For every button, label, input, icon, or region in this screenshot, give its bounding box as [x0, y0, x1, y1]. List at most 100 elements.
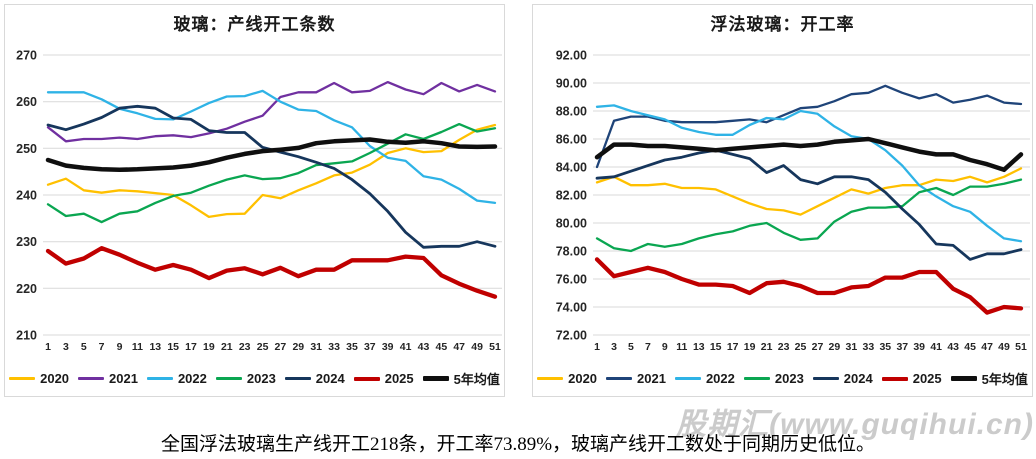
x-tick-label: 33 — [328, 341, 340, 353]
x-tick-label: 9 — [662, 341, 668, 353]
y-tick-label: 250 — [16, 142, 37, 156]
legend-label-y2021: 2021 — [109, 371, 138, 386]
y-tick-label: 82.00 — [556, 189, 587, 203]
x-tick-label: 5 — [81, 341, 87, 353]
legend-label-y2020: 2020 — [40, 371, 70, 386]
x-tick-label: 31 — [846, 341, 858, 353]
legend-label-y2024: 2024 — [843, 371, 873, 386]
legend-item-y2021: 2021 — [606, 371, 666, 386]
x-tick-label: 47 — [981, 341, 993, 353]
x-tick-label: 1 — [45, 341, 51, 353]
legend-item-avg5: 5年均值 — [950, 369, 1028, 388]
x-tick-label: 1 — [594, 341, 600, 353]
legend-label-y2023: 2023 — [774, 371, 804, 386]
x-tick-label: 39 — [382, 341, 394, 353]
series-line-y2020 — [46, 123, 497, 219]
series-line-y2020 — [595, 167, 1023, 216]
series-line-y2022 — [46, 89, 497, 205]
x-tick-label: 21 — [221, 341, 233, 353]
x-tick-label: 13 — [693, 341, 705, 353]
series-line-y2022 — [595, 104, 1023, 243]
y-tick-label: 240 — [16, 189, 37, 203]
series-line-y2023 — [595, 178, 1023, 253]
series-line-y2023 — [46, 122, 497, 224]
y-tick-label: 78.00 — [556, 245, 587, 259]
watermark: 股期汇(www.guqihui.cn) — [676, 408, 1034, 441]
legend-label-y2022: 2022 — [705, 371, 735, 386]
legend-item-y2020: 2020 — [537, 371, 597, 386]
x-tick-label: 19 — [744, 341, 756, 353]
legend-label-y2024: 2024 — [315, 371, 345, 386]
operating-rate-chart: 72.00 74.00 76.00 78.00 80.00 82.00 84.00 86.00… — [556, 49, 1030, 353]
y-tick-label: 230 — [16, 235, 37, 249]
legend-label-y2021: 2021 — [637, 371, 666, 386]
x-tick-label: 49 — [471, 341, 483, 353]
legend-item-y2024: 2024 — [284, 371, 345, 386]
y-tick-label: 74.00 — [556, 301, 587, 315]
y-tick-label: 86.00 — [556, 133, 587, 147]
y-tick-label: 220 — [16, 282, 37, 296]
legend-item-y2023: 2023 — [743, 371, 804, 386]
x-tick-label: 35 — [346, 341, 358, 353]
x-tick-label: 31 — [310, 341, 322, 353]
x-tick-label: 51 — [489, 341, 501, 353]
legend-swatch-avg5 — [422, 376, 449, 381]
x-tick-label: 37 — [896, 341, 908, 353]
legend-swatch-y2025 — [353, 376, 380, 381]
x-tick-label: 43 — [418, 341, 430, 353]
x-tick-label: 41 — [930, 341, 942, 353]
x-tick-label: 25 — [257, 341, 269, 353]
legend-label-avg5: 5年均值 — [453, 372, 500, 387]
series-line-y2024 — [595, 148, 1023, 261]
legend-operating-rate: 2020 2021 2022 2023 2024 2025 5年均值 — [533, 369, 1032, 388]
legend-item-y2024: 2024 — [812, 371, 873, 386]
x-tick-label: 9 — [117, 341, 123, 353]
legend-label-avg5: 5年均值 — [981, 372, 1028, 387]
y-tick-label: 76.00 — [556, 273, 587, 287]
legend-item-y2023: 2023 — [215, 371, 276, 386]
x-tick-label: 21 — [761, 341, 773, 353]
y-tick-label: 260 — [16, 95, 37, 109]
x-tick-label: 3 — [611, 341, 617, 353]
legend-label-y2020: 2020 — [568, 371, 598, 386]
x-tick-label: 11 — [132, 341, 143, 353]
y-tick-label: 90.00 — [556, 77, 587, 91]
series-line-y2021 — [46, 80, 497, 143]
x-tick-label: 29 — [829, 341, 841, 353]
y-tick-label: 270 — [16, 49, 37, 63]
series-line-avg5 — [45, 137, 498, 173]
legend-item-y2025: 2025 — [353, 371, 414, 386]
y-tick-label: 84.00 — [556, 161, 587, 175]
legend-swatch-y2021 — [78, 377, 105, 380]
legend-swatch-avg5 — [950, 376, 977, 381]
y-tick-label: 88.00 — [556, 105, 587, 119]
x-tick-label: 25 — [795, 341, 807, 353]
x-tick-label: 7 — [645, 341, 651, 353]
legend-swatch-y2022 — [674, 377, 701, 380]
x-tick-label: 47 — [453, 341, 465, 353]
x-tick-label: 17 — [185, 341, 197, 353]
x-tick-label: 3 — [63, 341, 69, 353]
y-tick-label: 92.00 — [556, 49, 587, 63]
x-tick-label: 33 — [863, 341, 875, 353]
legend-swatch-y2023 — [743, 377, 770, 380]
legend-lines-count: 2020 2021 2022 2023 2024 2025 5年均值 — [5, 369, 504, 388]
x-tick-label: 45 — [964, 341, 976, 353]
y-tick-label: 210 — [16, 329, 37, 343]
x-tick-label: 13 — [149, 341, 161, 353]
legend-label-y2023: 2023 — [246, 371, 276, 386]
x-tick-label: 27 — [812, 341, 824, 353]
y-tick-label: 72.00 — [556, 329, 587, 343]
x-tick-label: 45 — [436, 341, 448, 353]
x-tick-label: 15 — [167, 341, 179, 353]
legend-swatch-y2025 — [881, 376, 908, 381]
x-tick-label: 29 — [292, 341, 304, 353]
chart-title-operating-rate: 浮法玻璃：开工率 — [710, 15, 855, 34]
y-tick-label: 80.00 — [556, 217, 587, 231]
x-tick-label: 39 — [913, 341, 925, 353]
x-tick-label: 17 — [727, 341, 739, 353]
chart-panel-lines-count: 玻璃：产线开工条数 210 220 230 240 250 260 270 1 3 5 7 9 11 13… — [4, 4, 505, 397]
legend-item-y2020: 2020 — [9, 371, 69, 386]
